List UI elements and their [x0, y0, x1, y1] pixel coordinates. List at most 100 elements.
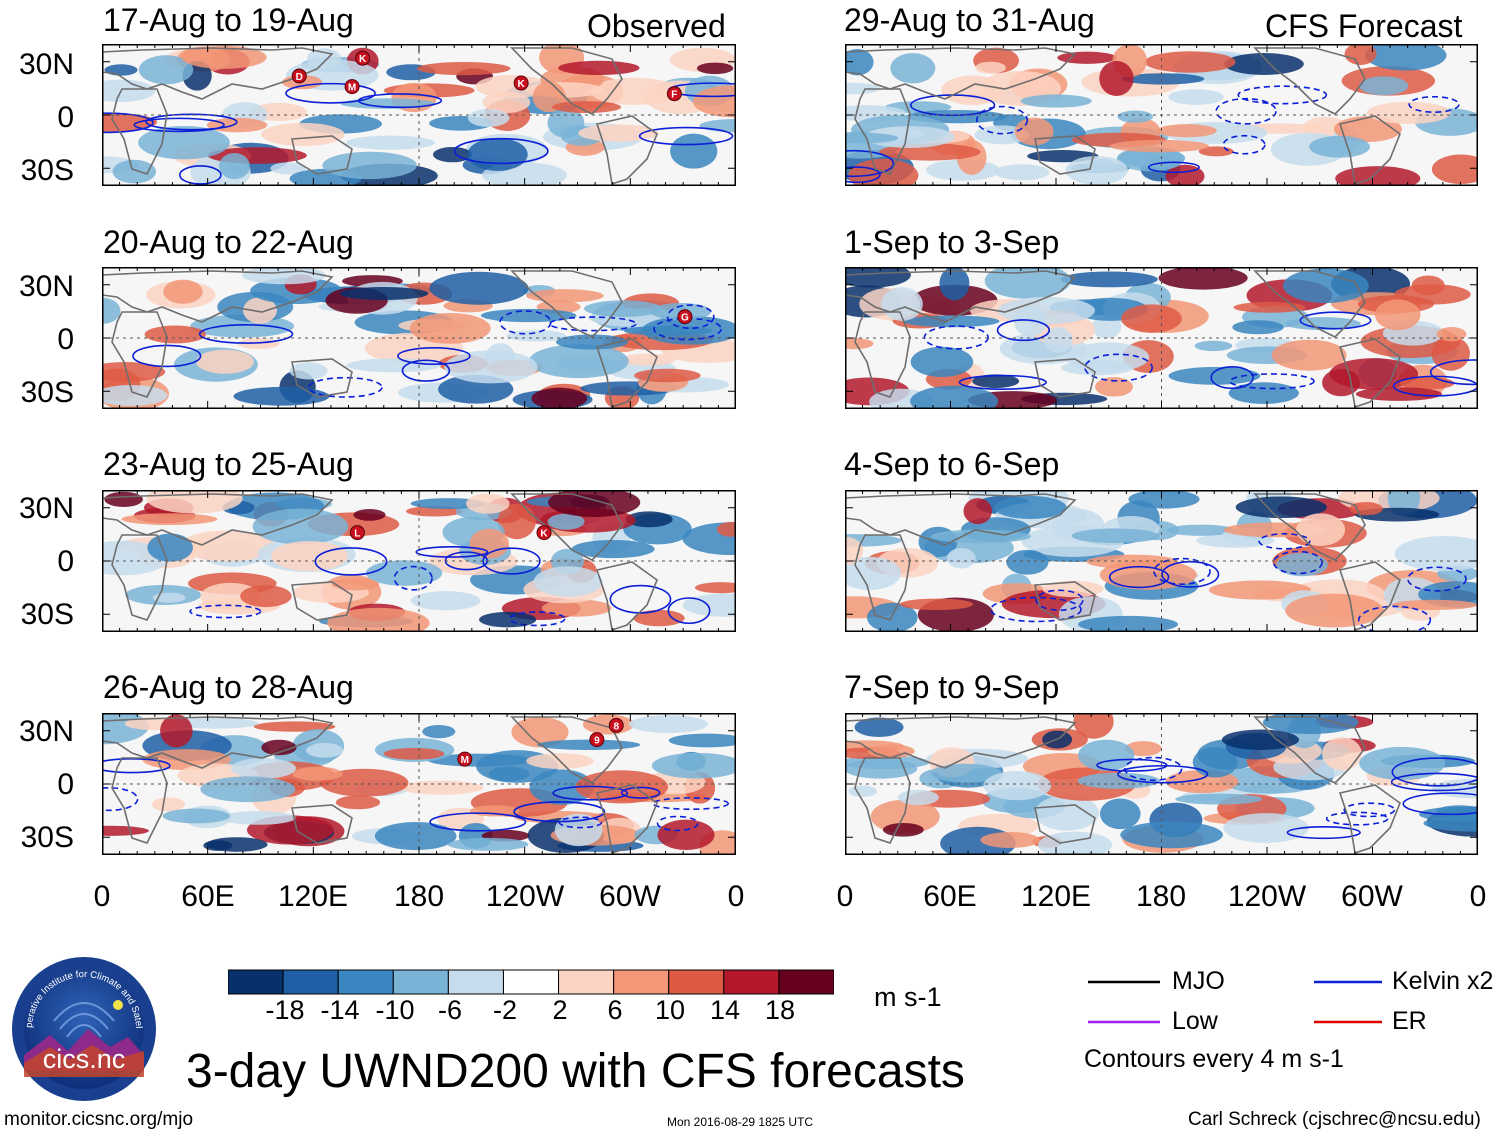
kelvin-contour — [1357, 605, 1432, 632]
kelvin-contour — [1299, 311, 1372, 330]
wind-anomaly-shading — [899, 598, 974, 611]
wind-anomaly-shading — [196, 349, 254, 374]
kelvin-contour — [1229, 373, 1315, 390]
kelvin-contour — [1325, 811, 1389, 826]
wind-anomaly-shading — [1168, 367, 1261, 385]
wind-anomaly-shading — [625, 511, 673, 528]
panel-title-fcst-2: 1-Sep to 3-Sep — [844, 224, 1060, 260]
wind-anomaly-shading — [1224, 53, 1304, 75]
wind-anomaly-shading — [694, 582, 736, 594]
coastline — [1034, 135, 1096, 175]
kelvin-contour — [132, 344, 202, 368]
coastline — [845, 270, 1077, 323]
kelvin-contour — [609, 584, 672, 614]
coastline — [1253, 270, 1366, 338]
lon-label-180: 180 — [1135, 880, 1187, 913]
coastline — [854, 757, 911, 844]
coastline — [102, 493, 334, 546]
storm-label: L — [354, 529, 360, 540]
wind-anomaly-shading — [1168, 89, 1224, 105]
wind-anomaly-shading — [547, 513, 585, 530]
wind-anomaly-shading — [206, 117, 268, 133]
wind-anomaly-shading — [233, 386, 330, 406]
coastline — [111, 311, 168, 398]
colorbar-tick-label: -18 — [265, 995, 305, 1025]
wind-anomaly-shading — [374, 822, 457, 851]
kelvin-contour — [1272, 550, 1323, 575]
wind-anomaly-shading — [1296, 513, 1346, 546]
wind-anomaly-shading — [1060, 271, 1158, 288]
lon-label-120w: 120W — [1227, 880, 1307, 913]
wind-anomaly-shading — [1020, 94, 1092, 108]
wind-anomaly-shading — [864, 125, 955, 148]
kelvin-contour — [499, 310, 552, 335]
wind-anomaly-shading — [163, 279, 203, 304]
coastline — [1338, 784, 1401, 855]
wind-anomaly-shading — [506, 330, 567, 342]
wind-anomaly-shading — [845, 82, 880, 95]
kelvin-contour — [189, 604, 262, 619]
wind-anomaly-shading — [497, 503, 536, 540]
wind-anomaly-shading — [1091, 316, 1122, 339]
wind-anomaly-shading — [1144, 51, 1236, 73]
legend-line-low — [1088, 1020, 1160, 1024]
lon-label-60w: 60W — [1341, 880, 1403, 913]
coastline — [111, 757, 168, 844]
storm-label: M — [461, 755, 469, 766]
wind-anomaly-shading — [1014, 117, 1054, 146]
wind-anomaly-shading — [1158, 267, 1248, 290]
wind-anomaly-shading — [1124, 741, 1162, 757]
wind-anomaly-shading — [582, 714, 634, 735]
kelvin-contour — [1215, 97, 1277, 125]
wind-anomaly-shading — [537, 739, 641, 751]
coastline — [102, 270, 334, 323]
main-title: 3-day UWND200 with CFS forecasts — [186, 1045, 965, 1098]
legend-line-mjo — [1088, 980, 1160, 984]
wind-anomaly-shading — [930, 763, 1002, 783]
wind-anomaly-shading — [271, 541, 348, 571]
map-panel-obs-4: M 9 8 — [102, 713, 736, 855]
wind-anomaly-shading — [1322, 737, 1362, 771]
storm-marker: F — [666, 86, 682, 102]
kelvin-contour — [989, 596, 1082, 623]
wind-anomaly-shading — [470, 805, 520, 817]
colorbar-tick-label: -2 — [492, 995, 518, 1025]
wind-anomaly-shading — [399, 780, 484, 795]
wind-anomaly-shading — [383, 747, 445, 760]
wind-anomaly-shading — [541, 599, 612, 617]
panel-title-fcst-3: 4-Sep to 6-Sep — [844, 446, 1060, 482]
wind-anomaly-shading — [410, 591, 481, 611]
kelvin-contour — [958, 374, 1047, 390]
colorbar-swatch — [723, 969, 780, 995]
wind-anomaly-shading — [1285, 593, 1384, 628]
panel-title-obs-3: 23-Aug to 25-Aug — [103, 446, 354, 482]
lon-label-120w: 120W — [485, 880, 565, 913]
wind-anomaly-shading — [252, 508, 349, 545]
wind-anomaly-shading — [1175, 793, 1263, 805]
kelvin-contour — [307, 376, 383, 398]
lon-label-0: 0 — [836, 880, 854, 913]
coastline — [102, 47, 334, 100]
footer-url[interactable]: monitor.cicsnc.org/mjo — [4, 1109, 194, 1130]
lat-label-30s: 30S — [20, 598, 74, 631]
coastline — [1034, 804, 1096, 844]
storm-marker: K — [536, 525, 552, 541]
kelvin-contour — [1161, 560, 1220, 588]
wind-anomaly-shading — [327, 607, 430, 632]
coastline — [595, 115, 658, 186]
kelvin-contour — [638, 126, 734, 146]
wind-anomaly-shading — [181, 45, 267, 69]
storm-marker: 8 — [608, 717, 624, 733]
wind-anomaly-shading — [628, 715, 709, 734]
coastline — [291, 358, 353, 398]
wind-anomaly-shading — [121, 513, 218, 526]
wind-anomaly-shading — [531, 387, 588, 409]
wind-anomaly-shading — [910, 385, 999, 409]
coastline — [845, 47, 1077, 100]
wind-anomaly-shading — [1078, 615, 1179, 632]
coastline — [854, 534, 911, 621]
wind-anomaly-shading — [551, 101, 622, 114]
storm-label: M — [348, 83, 356, 94]
wind-anomaly-shading — [890, 53, 936, 84]
